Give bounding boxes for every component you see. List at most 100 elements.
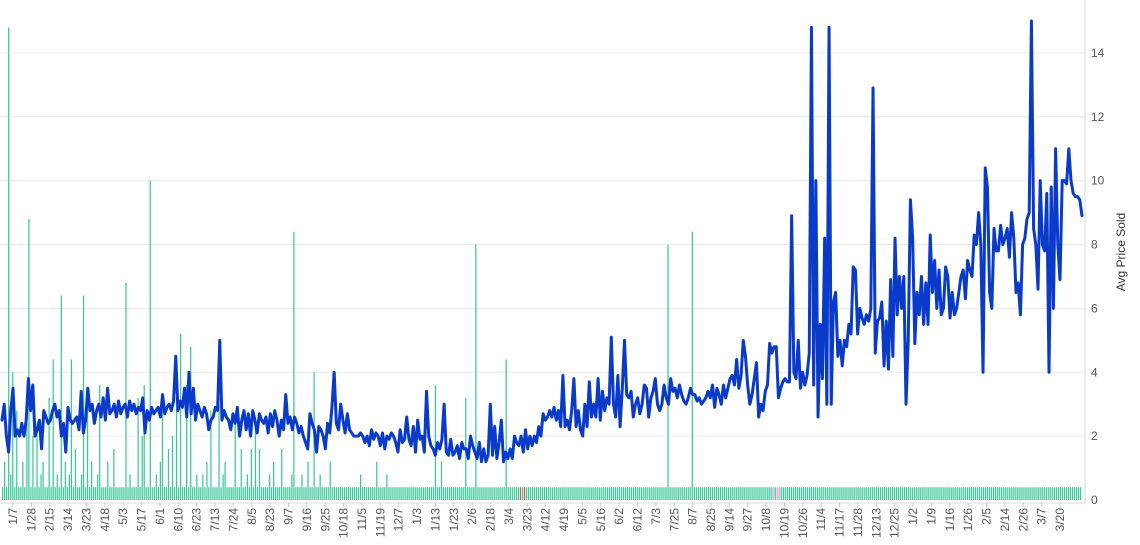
x-tick-label: 2/26 <box>1016 508 1030 532</box>
bar <box>442 487 445 500</box>
bar <box>370 487 372 500</box>
bar <box>778 487 780 500</box>
bar <box>6 487 8 500</box>
bar <box>398 487 400 500</box>
bar <box>999 487 1001 500</box>
x-tick-label: 7/13 <box>208 508 222 532</box>
bar <box>141 436 143 500</box>
bar <box>825 487 827 500</box>
bar <box>469 487 471 500</box>
bar <box>562 487 564 500</box>
y-tick-label: 10 <box>1091 174 1105 188</box>
bar <box>726 487 728 500</box>
bar <box>386 474 388 500</box>
bar <box>934 487 936 500</box>
bar <box>105 487 107 500</box>
x-tick-label: 9/27 <box>741 508 755 532</box>
bar <box>38 487 40 500</box>
bar <box>175 397 178 500</box>
bar <box>968 487 970 500</box>
bar <box>204 487 206 500</box>
bar <box>30 487 32 500</box>
bar <box>841 487 843 500</box>
bar <box>357 487 360 500</box>
bar <box>788 487 790 500</box>
bar <box>345 487 348 500</box>
bar <box>214 487 216 500</box>
bar <box>149 180 151 500</box>
bar <box>186 385 188 500</box>
bar <box>899 487 902 500</box>
bar <box>982 487 985 500</box>
bar <box>687 487 689 500</box>
bar <box>78 487 81 500</box>
bar <box>151 487 153 500</box>
bar <box>604 487 606 500</box>
bar <box>505 359 507 500</box>
bar <box>301 474 303 500</box>
bar <box>1029 487 1031 500</box>
bar <box>115 487 117 500</box>
bar <box>1039 487 1041 500</box>
bar <box>220 487 222 500</box>
bar <box>99 385 101 500</box>
bar <box>873 487 875 500</box>
bar <box>752 487 754 500</box>
bar <box>481 487 483 500</box>
bar <box>1061 487 1064 500</box>
bar <box>659 487 661 500</box>
bar <box>8 27 10 500</box>
bar <box>962 487 964 500</box>
x-tick-label: 3/23 <box>520 508 534 532</box>
bar <box>268 474 271 500</box>
bar <box>248 487 250 500</box>
bar <box>602 487 604 500</box>
bar <box>705 487 708 500</box>
bar <box>600 487 602 500</box>
y-tick-label: 0 <box>1091 493 1098 507</box>
bar <box>1013 487 1015 500</box>
bar <box>390 487 392 500</box>
bar <box>66 487 68 500</box>
bar <box>586 487 588 500</box>
bar <box>228 487 230 500</box>
bar <box>552 487 554 500</box>
bar <box>155 474 157 500</box>
bar <box>713 487 716 500</box>
x-tick-label: 9/25 <box>318 508 332 532</box>
bar <box>647 487 649 500</box>
bar <box>1005 487 1007 500</box>
bar <box>349 487 352 500</box>
bar <box>651 487 653 500</box>
bar <box>256 487 259 500</box>
x-tick-label: 6/2 <box>612 508 626 525</box>
bar <box>430 487 433 500</box>
bar <box>487 487 489 500</box>
bar <box>139 487 141 500</box>
bar <box>738 487 740 500</box>
bar <box>867 487 869 500</box>
bar <box>428 487 430 500</box>
bar <box>776 487 778 500</box>
bar <box>679 487 681 500</box>
y-tick-label: 14 <box>1091 46 1105 60</box>
bar <box>780 487 782 500</box>
bar <box>800 487 803 500</box>
bar <box>546 487 548 500</box>
x-tick-label: 2/15 <box>43 508 57 532</box>
bar <box>897 487 900 500</box>
bar <box>169 487 172 500</box>
bar <box>246 474 248 500</box>
bar <box>238 487 240 500</box>
x-tick-label: 12/7 <box>392 508 406 532</box>
bar <box>891 487 894 500</box>
bar <box>467 487 469 500</box>
bar <box>859 487 861 500</box>
bar <box>1079 487 1082 500</box>
bar <box>392 487 394 500</box>
bar <box>4 461 6 500</box>
bar <box>18 487 20 500</box>
y-tick-label: 12 <box>1091 110 1105 124</box>
bar <box>695 487 697 500</box>
bar <box>637 487 639 500</box>
